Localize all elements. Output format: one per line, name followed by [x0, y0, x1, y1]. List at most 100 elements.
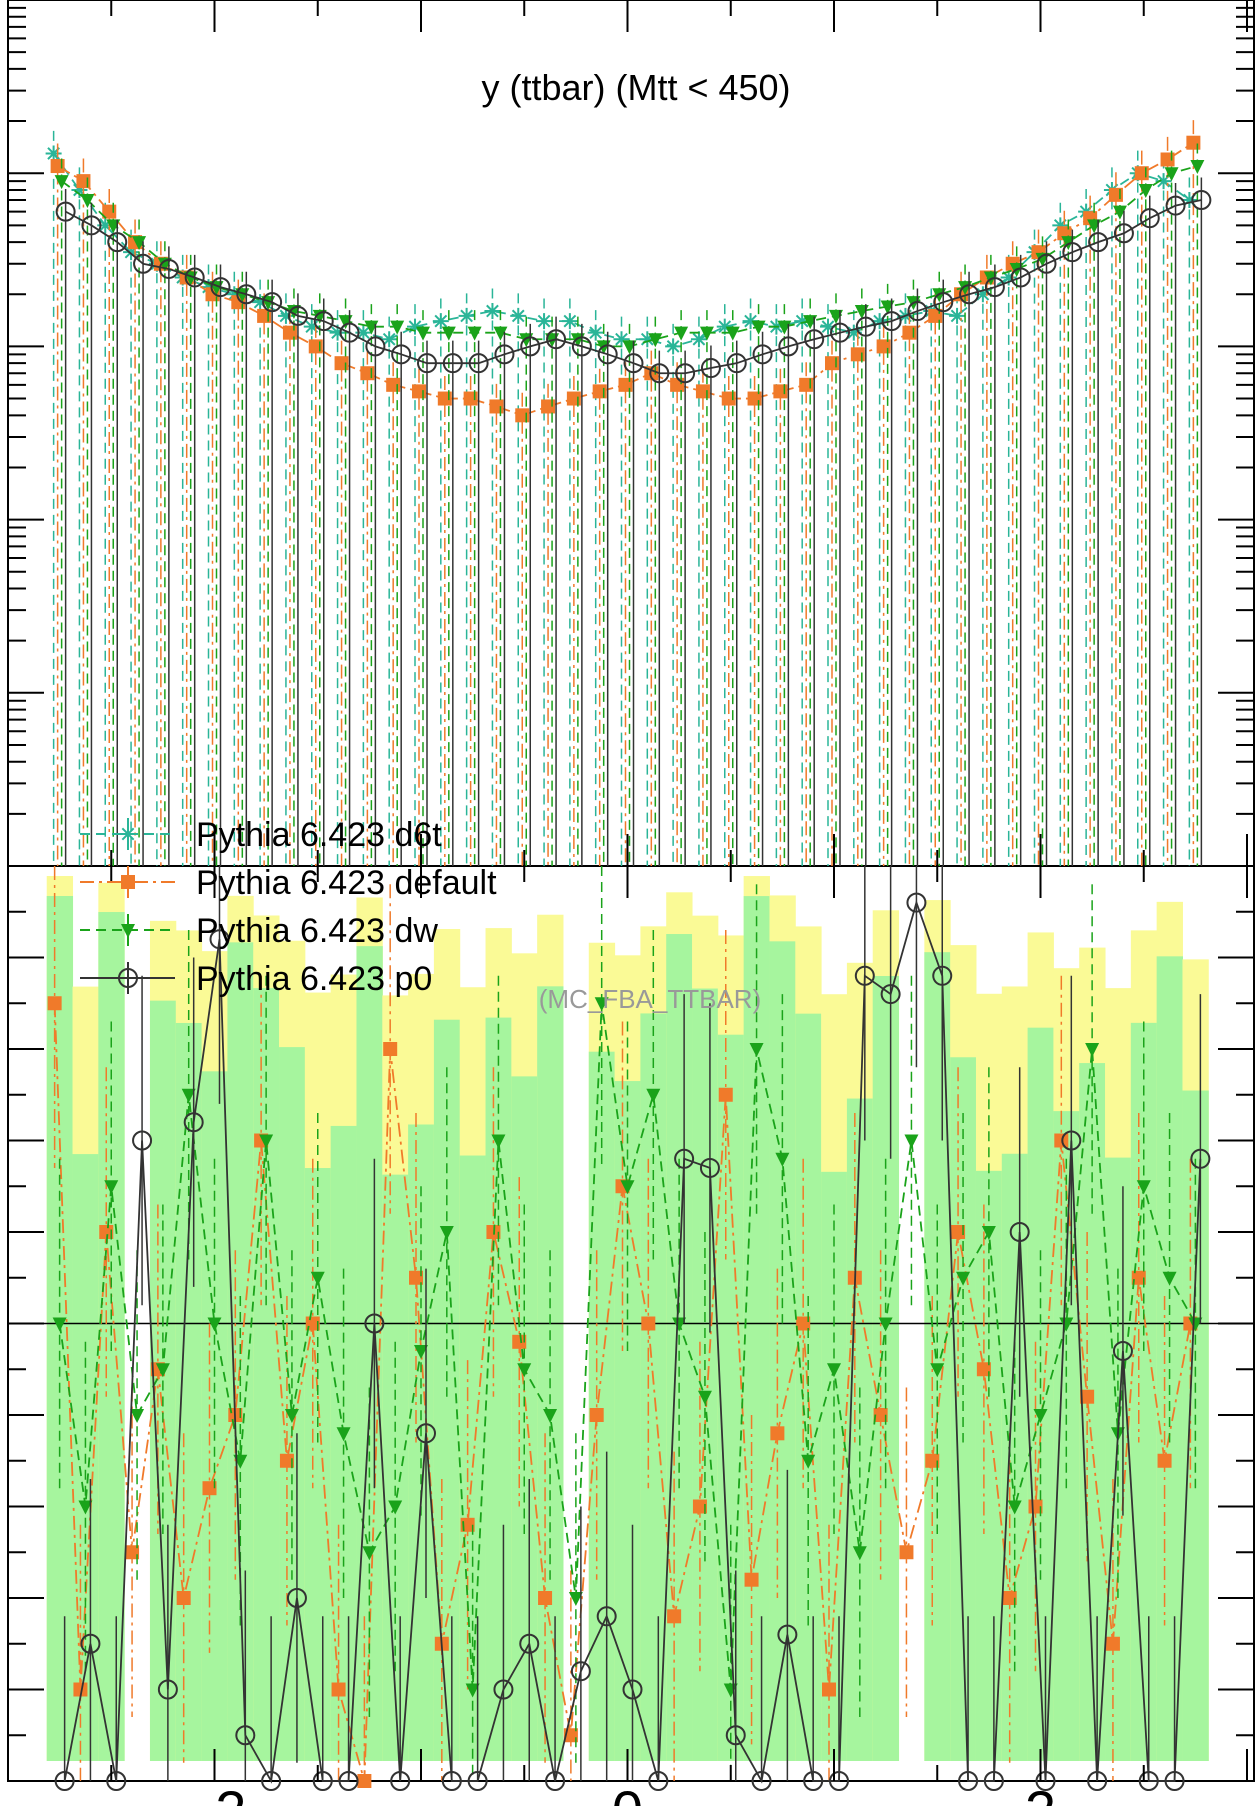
marker-star — [277, 307, 294, 324]
marker-circle — [312, 1771, 333, 1791]
marker-circle — [751, 1771, 772, 1791]
lower-panel-series — [47, 866, 1211, 1791]
watermark: (MC_FBA_TTBAR) — [539, 984, 761, 1014]
marker-circle — [1138, 1771, 1159, 1791]
marker-triangle — [1164, 167, 1179, 182]
marker-circle — [570, 1661, 591, 1682]
marker-star — [510, 307, 527, 324]
inner-band — [614, 1081, 641, 1761]
marker-square — [331, 1682, 346, 1697]
marker-star — [303, 318, 320, 335]
marker-square — [899, 1545, 914, 1560]
marker-square — [1157, 1453, 1172, 1468]
marker-triangle — [1087, 219, 1102, 234]
marker-star — [407, 318, 423, 335]
inner-band — [382, 1174, 409, 1761]
marker-circle — [184, 267, 205, 288]
marker-star — [690, 331, 707, 348]
marker-circle — [236, 284, 257, 305]
marker-star — [484, 303, 501, 320]
marker-square — [773, 384, 788, 399]
marker-square — [566, 391, 581, 406]
marker-square — [695, 384, 710, 399]
marker-circle — [675, 363, 696, 384]
marker-triangle — [493, 326, 508, 341]
marker-circle — [183, 1112, 204, 1133]
marker-circle — [699, 1157, 720, 1178]
series-circle-open — [55, 177, 1212, 866]
marker-square — [822, 1682, 836, 1697]
marker-triangle — [441, 326, 456, 341]
marker-circle — [546, 329, 567, 350]
marker-star — [329, 324, 346, 341]
marker-circle — [1036, 253, 1057, 274]
marker-circle — [1062, 242, 1083, 263]
marker-triangle — [336, 1427, 351, 1442]
marker-circle — [519, 1633, 540, 1654]
marker-circle — [1113, 223, 1134, 244]
marker-square — [360, 366, 375, 381]
marker-triangle — [1190, 160, 1205, 175]
inner-band — [356, 946, 383, 1761]
marker-circle — [545, 1771, 566, 1791]
marker-square — [437, 391, 452, 406]
marker-star — [794, 313, 811, 330]
x-tick-label: 0 — [612, 1779, 643, 1806]
marker-triangle — [465, 1683, 480, 1698]
marker-triangle — [104, 1180, 119, 1195]
marker-circle — [54, 1771, 75, 1791]
marker-square — [125, 1545, 140, 1560]
marker-square — [463, 391, 478, 406]
x-tick-label: 2 — [1025, 1779, 1056, 1806]
marker-square — [770, 1426, 785, 1441]
marker-circle — [313, 311, 334, 332]
marker-circle — [417, 353, 437, 374]
marker-star — [639, 331, 656, 348]
marker-circle — [649, 363, 670, 384]
marker-triangle — [749, 1043, 764, 1057]
marker-square — [1108, 187, 1123, 202]
marker-circle — [157, 1679, 178, 1700]
marker-square — [747, 391, 762, 406]
marker-triangle — [827, 1363, 841, 1378]
marker-triangle — [1085, 1043, 1100, 1057]
marker-circle — [777, 1624, 798, 1645]
marker-circle — [494, 344, 515, 365]
marker-triangle — [981, 1226, 996, 1240]
marker-circle — [855, 316, 876, 337]
marker-triangle — [930, 1363, 945, 1378]
marker-triangle — [517, 1363, 532, 1378]
marker-square — [202, 1481, 217, 1496]
marker-circle — [1010, 267, 1031, 288]
marker-star — [1000, 269, 1017, 286]
marker-circle — [725, 1725, 746, 1746]
marker-triangle — [362, 1546, 377, 1561]
marker-square — [73, 1682, 88, 1697]
marker-star — [432, 313, 449, 330]
marker-circle — [286, 1588, 307, 1608]
marker-square — [541, 399, 556, 414]
marker-triangle — [1138, 183, 1153, 198]
marker-circle — [622, 1679, 643, 1700]
marker-circle — [752, 344, 773, 365]
marker-square — [47, 996, 62, 1011]
marker-triangle — [467, 326, 482, 341]
x-axis-ticks: −2 0 2 — [7, 0, 1248, 1806]
marker-square — [902, 325, 917, 340]
marker-triangle — [1033, 1409, 1048, 1423]
marker-circle — [830, 322, 850, 343]
marker-star — [949, 307, 966, 324]
marker-square — [876, 339, 891, 354]
marker-square — [76, 174, 91, 189]
marker-circle — [1190, 1148, 1211, 1169]
marker-star — [1181, 192, 1198, 209]
inner-band — [795, 1013, 822, 1761]
marker-triangle — [751, 320, 766, 335]
marker-circle — [55, 201, 76, 222]
marker-circle — [209, 929, 230, 950]
marker-square — [976, 1362, 991, 1377]
marker-square — [718, 1087, 733, 1102]
marker-triangle — [725, 326, 740, 341]
marker-triangle — [390, 320, 405, 335]
marker-triangle — [207, 1317, 222, 1332]
